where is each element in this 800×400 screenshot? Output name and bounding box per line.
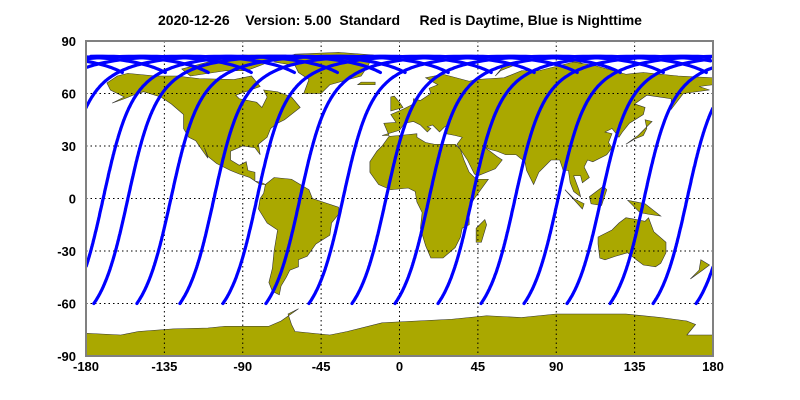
land-polygon xyxy=(564,189,585,210)
night-ground-track xyxy=(651,106,713,306)
night-ground-track xyxy=(694,265,713,306)
y-tick-labels: 90 60 30 0 -30 -60 -90 xyxy=(57,34,76,364)
y-tick-label: -60 xyxy=(57,297,76,312)
x-tick-label: 135 xyxy=(624,359,646,374)
land-polygon xyxy=(381,61,713,198)
map-title: 2020-12-26 Version: 5.00 Standard Red is… xyxy=(158,12,642,28)
land-polygon xyxy=(258,177,339,296)
y-tick-label: 0 xyxy=(69,192,76,207)
map-frame xyxy=(85,40,714,357)
x-tick-label: -180 xyxy=(73,359,99,374)
y-tick-label: 90 xyxy=(62,34,76,49)
night-ground-track xyxy=(522,54,713,306)
land-polygon xyxy=(625,119,653,145)
y-tick-label: 30 xyxy=(62,139,76,154)
night-ground-track xyxy=(86,59,124,75)
land-polygon xyxy=(390,95,404,112)
x-tick-label: -45 xyxy=(312,359,331,374)
night-ground-track xyxy=(86,54,253,75)
night-ground-track xyxy=(479,54,711,306)
x-tick-label: 45 xyxy=(471,359,485,374)
satellite-ground-tracks xyxy=(86,54,713,306)
night-ground-track xyxy=(608,66,713,306)
y-tick-label: -90 xyxy=(57,349,76,364)
y-tick-label: 60 xyxy=(62,87,76,102)
land-polygon xyxy=(597,217,667,268)
land-polygon xyxy=(690,259,711,280)
land-polygon xyxy=(356,81,376,86)
night-ground-track xyxy=(436,54,713,306)
x-tick-label: -135 xyxy=(151,359,177,374)
x-tick-labels: -180 -135 -90 -45 0 45 90 135 180 xyxy=(73,359,724,374)
x-tick-label: -90 xyxy=(233,359,252,374)
x-tick-label: 0 xyxy=(396,359,403,374)
x-tick-label: 180 xyxy=(702,359,724,374)
land-polygon xyxy=(475,218,487,243)
night-ground-track xyxy=(307,54,622,306)
y-tick-label: -30 xyxy=(57,244,76,259)
night-ground-track xyxy=(393,54,708,306)
night-ground-track xyxy=(350,54,665,306)
night-ground-track xyxy=(86,54,382,268)
night-ground-track xyxy=(565,57,712,306)
x-tick-label: 90 xyxy=(549,359,563,374)
night-ground-track xyxy=(86,54,339,110)
